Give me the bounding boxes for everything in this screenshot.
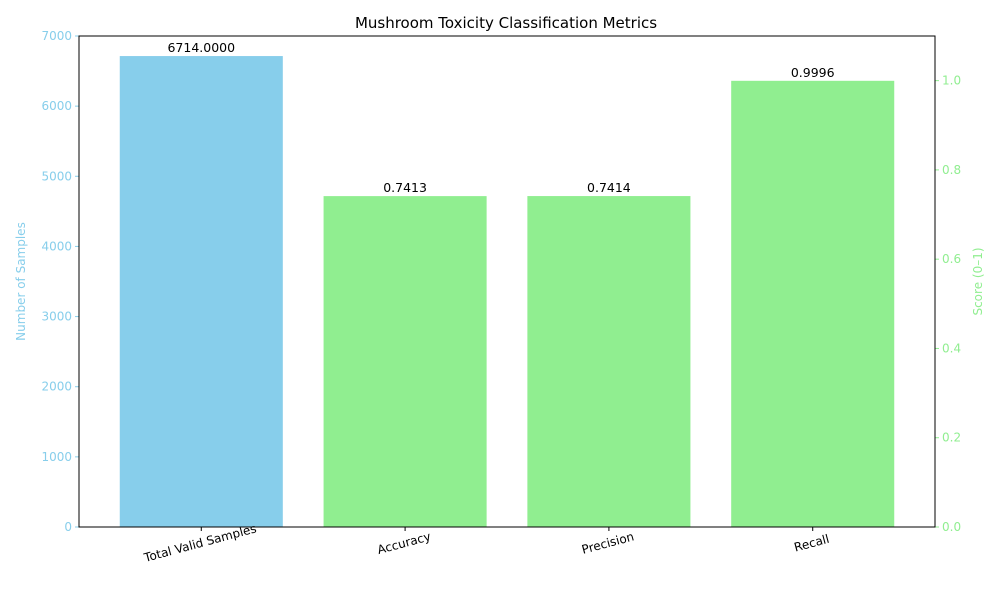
bars-group: [119, 56, 895, 528]
left-tick-label-3: 3000: [41, 310, 72, 324]
right-tick-label-1: 0.2: [942, 431, 961, 445]
chart-title: Mushroom Toxicity Classification Metrics: [355, 14, 657, 32]
bar-0: [119, 56, 283, 528]
data-label-0: 6714.0000: [167, 40, 235, 55]
x-axis: Total Valid Samples Accuracy Precision Reca…: [142, 521, 831, 565]
right-axis: 0.0 0.2 0.4 0.6 0.8 1.0: [935, 74, 961, 534]
x-tick-label-1: Accuracy: [376, 529, 433, 557]
right-axis-label: Score (0–1): [971, 247, 985, 315]
right-tick-label-3: 0.6: [942, 252, 961, 266]
x-tick-label-2: Precision: [580, 529, 635, 556]
left-tick-label-1: 1000: [41, 450, 72, 464]
x-tick-label-3: Recall: [793, 532, 831, 555]
bar-2: [527, 196, 691, 528]
right-tick-label-5: 1.0: [942, 74, 961, 88]
plot-frame: [78, 35, 936, 528]
data-label-1: 0.7413: [383, 180, 427, 195]
right-tick-label-4: 0.8: [942, 163, 961, 177]
data-label-3: 0.9996: [791, 65, 835, 80]
left-axis-label: Number of Samples: [14, 222, 28, 341]
left-tick-label-5: 5000: [41, 169, 72, 183]
left-tick-label-7: 7000: [41, 29, 72, 43]
x-tick-label-0: Total Valid Samples: [142, 521, 258, 565]
bar-3: [731, 80, 895, 527]
data-label-2: 0.7414: [587, 180, 631, 195]
right-tick-label-0: 0.0: [942, 520, 961, 534]
right-tick-label-2: 0.4: [942, 341, 961, 355]
left-tick-label-2: 2000: [41, 380, 72, 394]
data-labels-group: 6714.0000 0.7413 0.7414 0.9996: [167, 40, 834, 195]
bar-1: [323, 196, 487, 527]
left-tick-label-6: 6000: [41, 99, 72, 113]
left-axis: 0 1000 2000 3000 4000 5000 6000 7000: [41, 29, 79, 534]
left-tick-label-4: 4000: [41, 239, 72, 253]
left-tick-label-0: 0: [64, 520, 72, 534]
